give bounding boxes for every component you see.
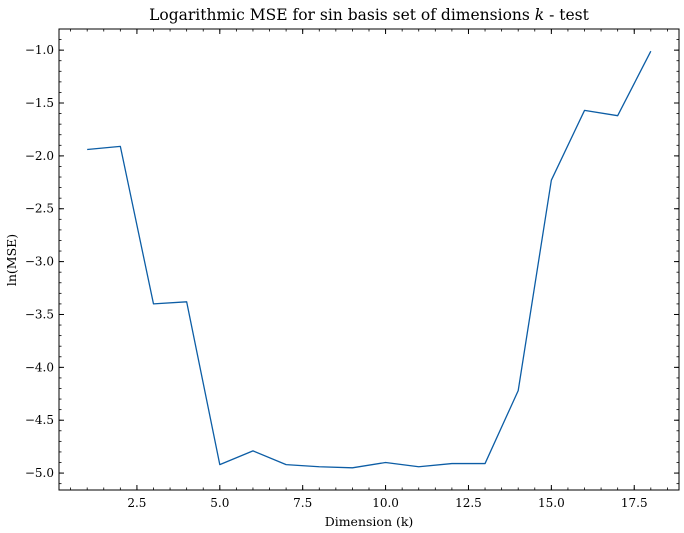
y-tick-label: −1.5 bbox=[25, 96, 54, 110]
y-axis-label: ln(MSE) bbox=[4, 234, 19, 286]
x-tick-label: 5.0 bbox=[210, 496, 229, 510]
y-tick-label: −5.0 bbox=[25, 466, 54, 480]
chart-title: Logarithmic MSE for sin basis set of dim… bbox=[149, 6, 590, 24]
plot-frame bbox=[58, 28, 680, 491]
minor-ticks bbox=[59, 28, 679, 490]
x-tick-label: 12.5 bbox=[455, 496, 482, 510]
y-tick-label: −4.5 bbox=[25, 413, 54, 427]
x-axis-label: Dimension (k) bbox=[325, 514, 414, 529]
y-tick-label: −3.5 bbox=[25, 307, 54, 321]
y-tick-label: −1.0 bbox=[25, 43, 54, 57]
x-tick-label: 7.5 bbox=[293, 496, 312, 510]
y-tick-label: −3.0 bbox=[25, 255, 54, 269]
x-tick-label: 10.0 bbox=[372, 496, 399, 510]
series-line bbox=[87, 50, 652, 469]
x-tick-label: 15.0 bbox=[538, 496, 565, 510]
data-points bbox=[87, 51, 651, 468]
y-tick-label: −2.0 bbox=[25, 149, 54, 163]
y-tick-labels: −5.0 −4.5 −4.0 −3.5 −3.0 −2.5 −2.0 −1.5 −1.0 bbox=[25, 43, 54, 480]
x-tick-labels: 2.5 5.0 7.5 10.0 12.5 15.0 17.5 bbox=[127, 496, 647, 510]
x-tick-label: 17.5 bbox=[621, 496, 648, 510]
major-ticks bbox=[59, 29, 679, 490]
x-tick-label: 2.5 bbox=[127, 496, 146, 510]
y-tick-label: −4.0 bbox=[25, 360, 54, 374]
y-tick-label: −2.5 bbox=[25, 202, 54, 216]
